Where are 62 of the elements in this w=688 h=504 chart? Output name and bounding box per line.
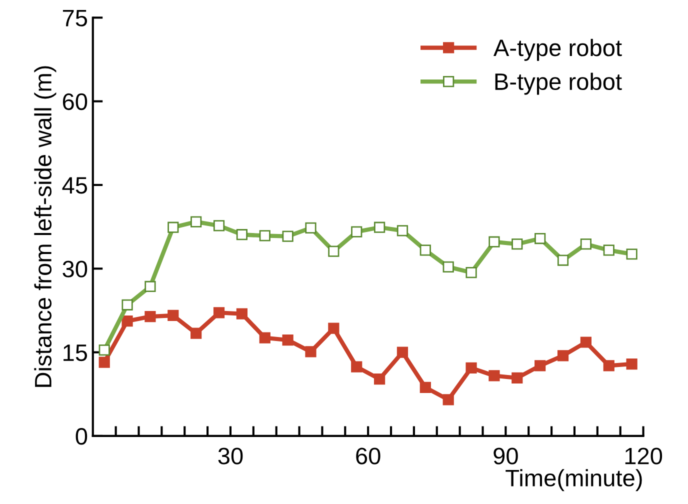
x-tick-label: 30	[218, 448, 243, 464]
point	[351, 226, 362, 238]
y-axis-title: Distance from left-side wall (m)	[34, 66, 56, 387]
y-tick-label: 60	[62, 93, 88, 110]
point	[442, 394, 454, 406]
point	[122, 316, 133, 327]
point	[557, 254, 569, 266]
y-tick-label: 30	[62, 260, 88, 278]
point	[236, 229, 248, 240]
point	[466, 362, 477, 374]
point	[580, 238, 592, 250]
point	[282, 230, 294, 242]
point	[603, 244, 614, 256]
y-tick-label: 15	[64, 344, 88, 362]
point	[282, 334, 294, 346]
y-tick-label: 45	[62, 177, 88, 194]
point	[488, 236, 500, 248]
point	[213, 220, 225, 232]
point	[580, 336, 592, 348]
legend-label: A-type robot	[493, 38, 622, 61]
point	[488, 370, 500, 382]
point	[122, 299, 133, 310]
point	[236, 308, 248, 320]
point	[351, 361, 362, 372]
point	[420, 382, 431, 393]
point	[98, 356, 110, 368]
point	[190, 216, 202, 228]
point	[305, 222, 316, 234]
point	[603, 360, 614, 372]
point	[168, 222, 179, 233]
point	[420, 244, 431, 256]
point	[534, 360, 546, 372]
point	[190, 328, 202, 339]
point	[305, 346, 316, 358]
point	[168, 310, 179, 322]
point	[328, 246, 340, 257]
point	[144, 311, 156, 322]
point	[396, 346, 408, 358]
y-tick-label: 0	[76, 428, 88, 445]
point	[328, 322, 340, 334]
point	[626, 358, 638, 370]
point	[374, 374, 386, 385]
x-tick-label: 90	[494, 448, 518, 464]
point	[512, 238, 523, 250]
point	[396, 225, 408, 236]
point	[626, 248, 638, 260]
point	[557, 350, 569, 362]
point	[466, 266, 477, 278]
point	[213, 307, 225, 318]
x-tick-label: 120	[625, 448, 662, 464]
legend-label: B-type robot	[495, 72, 622, 95]
point	[144, 280, 156, 292]
point	[98, 344, 110, 356]
point	[534, 232, 546, 244]
y-tick-label: 75	[62, 10, 88, 26]
point	[259, 332, 270, 344]
point	[374, 222, 386, 233]
point	[512, 372, 523, 384]
point	[442, 261, 454, 273]
point	[259, 230, 270, 242]
x-tick-label: 60	[356, 448, 380, 464]
x-axis-title: Time(minute)	[506, 469, 642, 492]
